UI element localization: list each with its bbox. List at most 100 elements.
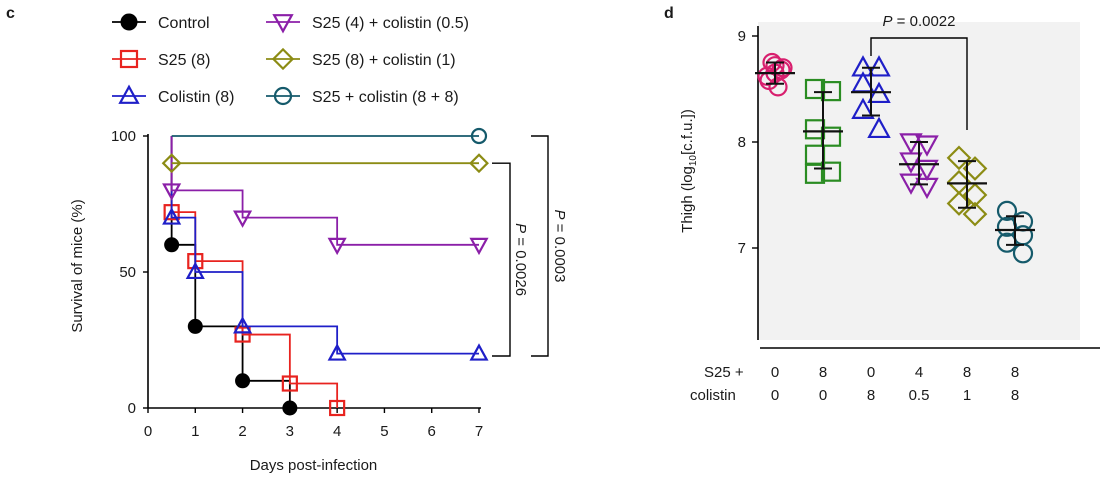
d-dose-colistin: 8 — [1011, 387, 1019, 404]
c-x-tick-label: 2 — [238, 423, 246, 440]
c-bracket-outer — [531, 135, 549, 357]
d-group-2 — [851, 55, 891, 139]
c-legend-label: S25 (8) + colistin (1) — [312, 52, 456, 69]
d-dose-colistin: 1 — [963, 387, 971, 404]
c-pvalue-outer: P = 0.0003 — [551, 210, 568, 283]
d-dose-s25: 4 — [915, 364, 923, 381]
panel-d-label: d — [664, 5, 674, 22]
d-dose-colistin: 0 — [819, 387, 827, 404]
c-point — [469, 153, 489, 174]
d-group-5 — [995, 200, 1035, 264]
c-pvalue-inner-p: P — [512, 223, 529, 233]
c-point — [233, 316, 253, 334]
c-series-5 — [171, 127, 488, 145]
c-point — [470, 127, 488, 145]
d-pvalue-value: = 0.0022 — [893, 13, 956, 30]
c-x-tick-label: 1 — [191, 423, 199, 440]
d-point — [820, 161, 842, 182]
c-legend-marker — [271, 47, 295, 71]
c-point — [234, 326, 251, 343]
d-point — [899, 152, 923, 174]
c-point — [187, 318, 203, 334]
c-series-1 — [163, 136, 346, 417]
c-x-tick-label: 7 — [475, 423, 483, 440]
d-group-0 — [755, 52, 795, 97]
c-legend-item-2: Colistin (8) — [112, 84, 234, 106]
panel-c-label: c — [6, 5, 15, 22]
c-point — [185, 261, 205, 280]
d-y-label-part: [c.f.u.]) — [679, 109, 696, 155]
c-point — [164, 237, 180, 253]
c-series-0 — [164, 136, 298, 416]
c-point — [329, 399, 346, 417]
d-group-4 — [946, 145, 988, 227]
c-x-axis-label: Days post-infection — [250, 457, 378, 474]
d-dose-s25: 0 — [867, 364, 875, 381]
panel-d-points — [755, 52, 1035, 264]
c-point — [162, 207, 182, 225]
c-series-line — [170, 136, 479, 246]
panel-d-axes: 7 8 9 Thigh (log10[c.f.u.]) — [679, 26, 759, 340]
c-legend-marker — [273, 86, 293, 106]
d-pvalue: P = 0.0022 — [883, 13, 956, 30]
d-point — [915, 135, 939, 157]
panel-c-annotations: P = 0.0003 P = 0.0026 — [492, 135, 568, 357]
d-group-3 — [899, 133, 939, 200]
d-dose-s25: 0 — [771, 364, 779, 381]
d-dose-colistin: 0.5 — [909, 387, 930, 404]
c-y-tick-label: 100 — [111, 128, 136, 145]
c-point — [469, 343, 489, 361]
d-row-label-colistin: colistin — [690, 387, 736, 404]
d-row-label-s25: S25 + — [704, 364, 744, 381]
c-bracket-inner — [492, 162, 511, 357]
d-y-label-part: Thigh (log — [679, 166, 696, 233]
panel-c-axes: 0 1 2 3 4 5 6 7 0 50 100 Days post-infection Surviva… — [69, 128, 483, 474]
c-y-tick-label: 0 — [128, 400, 136, 417]
d-dose-colistin: 0 — [771, 387, 779, 404]
c-legend-item-3: S25 (4) + colistin (0.5) — [266, 14, 469, 34]
d-point — [962, 201, 988, 227]
d-dose-s25: 8 — [963, 364, 971, 381]
d-point — [804, 78, 826, 100]
c-point — [469, 237, 489, 256]
c-legend-marker — [272, 14, 294, 34]
c-legend-marker — [120, 13, 138, 31]
c-x-tick-label: 4 — [333, 423, 341, 440]
c-legend-label: Control — [158, 15, 210, 32]
d-point — [946, 145, 972, 171]
d-dose-s25: 8 — [1011, 364, 1019, 381]
c-point — [162, 183, 182, 201]
d-group-1 — [803, 78, 843, 184]
d-point — [996, 200, 1018, 221]
c-point — [327, 343, 347, 361]
c-legend-item-5: S25 + colistin (8 + 8) — [266, 86, 459, 106]
c-legend-item-1: S25 (8) — [112, 49, 210, 69]
c-legend-marker — [119, 49, 139, 69]
panel-c-series — [161, 127, 489, 417]
c-point — [282, 400, 298, 416]
panel-d-dose-table: S25 + colistin 0 0 8 0 0 8 4 0.5 8 1 8 8 — [690, 347, 1100, 404]
c-x-tick-label: 3 — [286, 423, 294, 440]
d-bracket — [870, 37, 968, 130]
d-pvalue-p: P — [883, 13, 893, 30]
c-legend-marker — [118, 84, 140, 104]
c-pvalue-inner: P = 0.0026 — [512, 223, 529, 296]
d-dose-colistin: 8 — [867, 387, 875, 404]
c-series-4 — [161, 153, 489, 174]
d-y-tick-label: 9 — [738, 28, 746, 45]
d-point — [768, 77, 788, 97]
c-legend-item-4: S25 (8) + colistin (1) — [266, 47, 456, 71]
c-y-tick-label: 50 — [119, 264, 136, 281]
d-point — [867, 55, 891, 77]
d-y-label-sub: 10 — [688, 155, 699, 167]
c-pvalue-outer-p: P — [551, 210, 568, 220]
c-x-tick-label: 5 — [380, 423, 388, 440]
c-series-3 — [162, 136, 489, 256]
c-point — [327, 237, 347, 256]
panel-d-annotations: P = 0.0022 — [870, 13, 968, 130]
panel-c-survival-chart: c Control S25 (8) Colistin (8) S25 (4) + co… — [6, 5, 568, 474]
d-point — [915, 159, 939, 182]
